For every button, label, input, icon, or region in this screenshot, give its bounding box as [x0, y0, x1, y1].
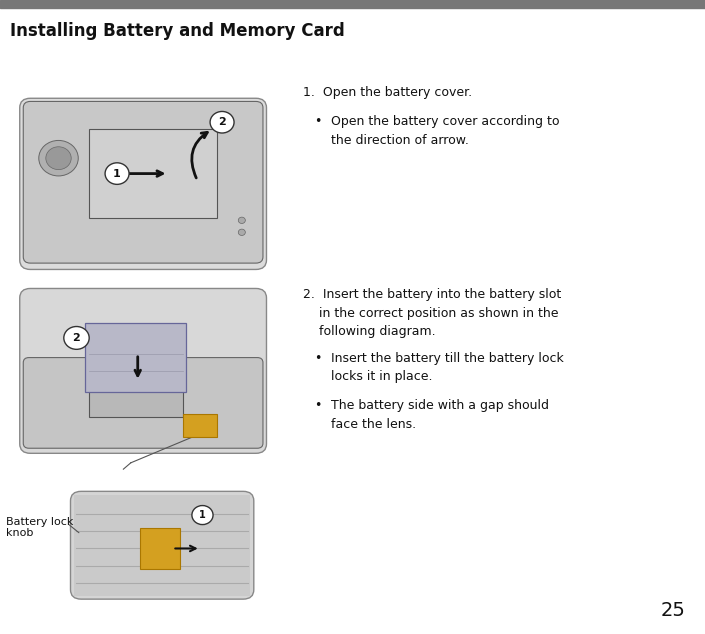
Circle shape	[105, 163, 129, 184]
Text: Installing Battery and Memory Card: Installing Battery and Memory Card	[10, 22, 345, 40]
Text: 2: 2	[73, 333, 80, 343]
Circle shape	[210, 112, 234, 133]
Circle shape	[238, 217, 245, 224]
Text: •: •	[314, 115, 321, 129]
Text: 1: 1	[114, 169, 121, 179]
Text: The battery side with a gap should
face the lens.: The battery side with a gap should face …	[331, 399, 549, 431]
Text: Open the battery cover according to
the direction of arrow.: Open the battery cover according to the …	[331, 115, 560, 147]
Circle shape	[238, 229, 245, 235]
FancyBboxPatch shape	[23, 101, 263, 263]
Bar	[183, 414, 217, 437]
Bar	[0, 0, 705, 8]
Bar	[85, 323, 186, 392]
Circle shape	[63, 327, 89, 349]
FancyBboxPatch shape	[23, 358, 263, 448]
Circle shape	[192, 505, 213, 524]
Text: •: •	[314, 399, 321, 413]
Text: •: •	[314, 352, 321, 365]
Bar	[74, 495, 250, 596]
Text: Battery lock
knob: Battery lock knob	[6, 517, 73, 538]
FancyBboxPatch shape	[70, 491, 254, 599]
Bar	[89, 129, 217, 218]
Text: Insert the battery till the battery lock
locks it in place.: Insert the battery till the battery lock…	[331, 352, 564, 384]
FancyBboxPatch shape	[20, 98, 266, 269]
FancyBboxPatch shape	[20, 288, 266, 453]
Circle shape	[39, 141, 78, 176]
Text: 1.  Open the battery cover.: 1. Open the battery cover.	[303, 86, 472, 99]
Bar	[140, 528, 180, 569]
Text: 25: 25	[661, 601, 685, 620]
Circle shape	[46, 147, 71, 170]
Bar	[89, 354, 183, 417]
Text: 2: 2	[219, 117, 226, 127]
Text: 2.  Insert the battery into the battery slot
    in the correct position as show: 2. Insert the battery into the battery s…	[303, 288, 561, 339]
Text: 1: 1	[199, 510, 206, 520]
